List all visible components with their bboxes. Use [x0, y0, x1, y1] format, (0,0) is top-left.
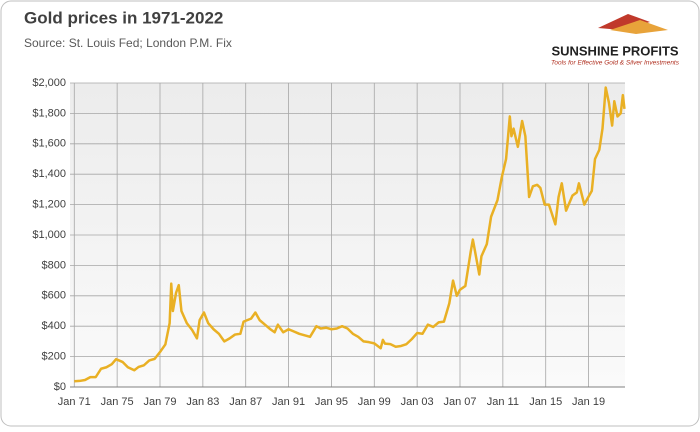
y-tick-label: $1,200 — [32, 199, 66, 211]
x-tick-label: Jan 83 — [186, 396, 219, 408]
x-tick-label: Jan 07 — [443, 396, 476, 408]
logo-mark — [610, 20, 668, 34]
y-tick-label: $1,000 — [32, 229, 66, 241]
y-tick-label: $1,800 — [32, 107, 66, 119]
chart-subtitle: Source: St. Louis Fed; London P.M. Fix — [24, 36, 232, 50]
chart-title: Gold prices in 1971-2022 — [24, 8, 223, 27]
y-tick-label: $400 — [42, 320, 66, 332]
x-tick-label: Jan 15 — [529, 396, 562, 408]
x-tick-label: Jan 75 — [101, 396, 134, 408]
x-tick-label: Jan 71 — [58, 396, 91, 408]
logo-mark — [598, 14, 650, 30]
y-tick-label: $600 — [42, 290, 66, 302]
x-tick-label: Jan 11 — [487, 396, 519, 408]
x-tick-label: Jan 99 — [358, 396, 391, 408]
y-tick-label: $2,000 — [32, 77, 66, 89]
y-tick-label: $1,600 — [32, 138, 66, 150]
price-line — [74, 86, 626, 383]
x-tick-label: Jan 87 — [229, 396, 262, 408]
x-tick-label: Jan 91 — [272, 396, 305, 408]
x-tick-label: Jan 03 — [401, 396, 434, 408]
x-tick-label: Jan 19 — [572, 396, 605, 408]
logo-name: SUNSHINE PROFITS — [551, 43, 678, 58]
logo-tagline: Tools for Effective Gold & Silver Invest… — [551, 60, 680, 67]
y-tick-label: $800 — [42, 259, 66, 271]
logo: SUNSHINE PROFITS Tools for Effective Gol… — [551, 14, 680, 67]
y-tick-label: $200 — [42, 351, 66, 363]
y-tick-label: $1,400 — [32, 168, 66, 180]
x-tick-label: Jan 79 — [143, 396, 176, 408]
y-tick-label: $0 — [54, 381, 66, 393]
x-tick-label: Jan 95 — [315, 396, 348, 408]
